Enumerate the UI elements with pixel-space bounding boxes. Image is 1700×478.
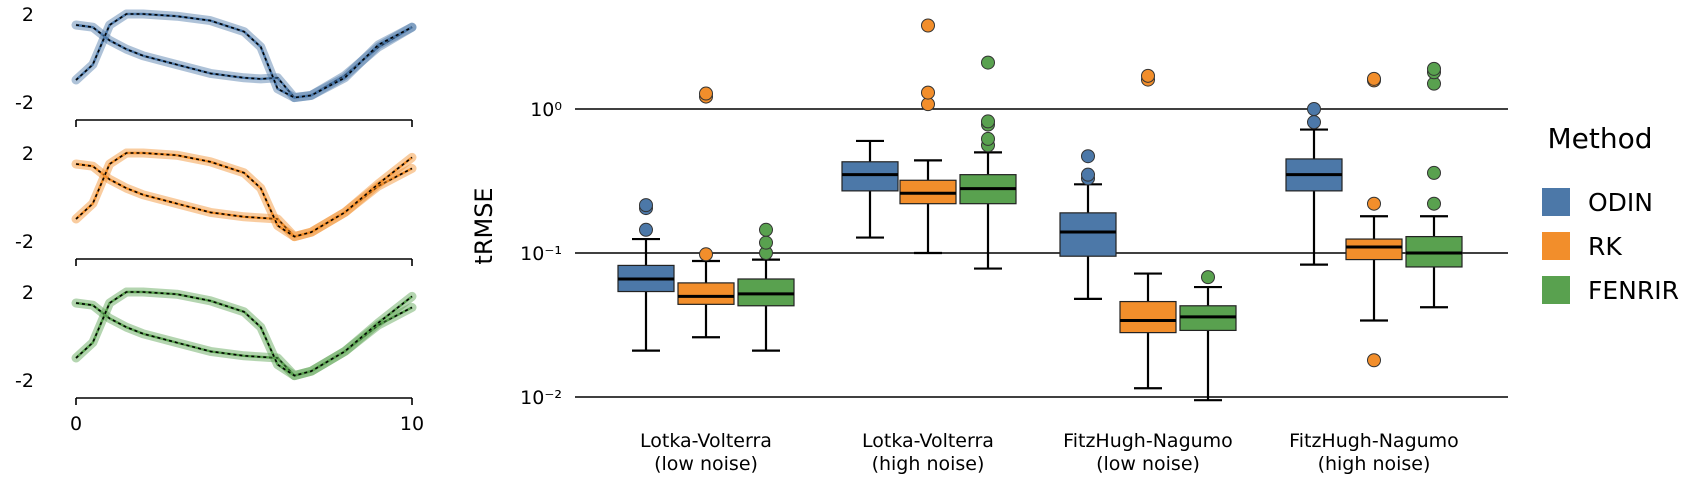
- series-0-reference-dashed: [75, 24, 413, 99]
- box-odin-0: [617, 198, 675, 352]
- category-label: FitzHugh-Nagumo: [1289, 430, 1459, 452]
- x-tick-label: 0: [70, 413, 82, 435]
- y-axis-label: tRMSE: [470, 187, 498, 264]
- outlier-point: [921, 18, 935, 33]
- box-odin-1: [841, 139, 899, 239]
- outlier-point: [699, 247, 713, 262]
- category-label: Lotka-Volterra: [862, 430, 994, 452]
- series-1-band: [71, 287, 417, 381]
- outlier-point: [921, 97, 935, 112]
- category-label: Lotka-Volterra: [640, 430, 772, 452]
- outlier-point: [1427, 61, 1441, 76]
- category-label: (low noise): [654, 453, 758, 475]
- y-tick-label: -2: [15, 92, 34, 114]
- box-fenrir-0: [737, 222, 795, 352]
- box-fenrir-3: [1405, 61, 1463, 309]
- box-iqr: [677, 282, 735, 305]
- box-iqr: [1345, 238, 1403, 261]
- outlier-point: [1307, 115, 1321, 130]
- y-tick-label: -2: [15, 370, 34, 392]
- category-label: (high noise): [872, 453, 985, 475]
- box-odin-3: [1285, 102, 1343, 266]
- box-fenrir-2: [1179, 270, 1237, 402]
- outlier-point: [1081, 149, 1095, 164]
- box-fenrir-1: [959, 55, 1017, 270]
- y-tick-label: 2: [22, 282, 34, 304]
- outlier-point: [981, 114, 995, 129]
- box-iqr: [1119, 300, 1177, 334]
- series-0-reference-dashed: [75, 163, 413, 238]
- legend-swatch-fenrir: [1542, 276, 1570, 304]
- outlier-point: [639, 198, 653, 213]
- series-1-reference-dashed: [75, 152, 413, 238]
- legend-label: RK: [1588, 232, 1622, 261]
- line-panel-middle: [71, 148, 417, 242]
- y-tick-label: 2: [22, 4, 34, 26]
- outlier-point: [1201, 270, 1215, 285]
- outlier-point: [1367, 353, 1381, 368]
- box-rk-3: [1345, 71, 1403, 368]
- box-iqr: [841, 161, 899, 192]
- outlier-point: [1367, 71, 1381, 86]
- x-tick-label: 10: [400, 413, 424, 435]
- outlier-point: [1427, 196, 1441, 211]
- series-1-band: [71, 148, 417, 242]
- series-1-band: [71, 9, 417, 103]
- box-rk-2: [1119, 68, 1177, 390]
- y-tick-label: 2: [22, 143, 34, 165]
- y-tick-label: 10⁰: [530, 99, 562, 121]
- outlier-point: [639, 222, 653, 237]
- category-label: (low noise): [1096, 453, 1200, 475]
- box-iqr: [737, 278, 795, 307]
- outlier-point: [1367, 196, 1381, 211]
- box-odin-2: [1059, 149, 1117, 301]
- y-tick-label: -2: [15, 231, 34, 253]
- y-tick-label: 10⁻²: [520, 387, 562, 409]
- outlier-point: [1141, 68, 1155, 83]
- series-0-reference-dashed: [75, 302, 413, 377]
- series-1-reference-dashed: [75, 13, 413, 99]
- legend-label: FENRIR: [1588, 276, 1679, 305]
- outlier-point: [921, 85, 935, 100]
- box-iqr: [1059, 212, 1117, 257]
- category-label: (high noise): [1318, 453, 1431, 475]
- legend-label: ODIN: [1588, 188, 1653, 217]
- box-rk-0: [677, 86, 735, 339]
- box-rk-1: [899, 18, 957, 255]
- line-panel-top: [71, 9, 417, 103]
- outlier-point: [981, 131, 995, 146]
- outlier-point: [759, 222, 773, 237]
- outlier-point: [699, 86, 713, 101]
- line-panel-bottom: [71, 287, 417, 381]
- outlier-point: [1307, 102, 1321, 116]
- legend-swatch-rk: [1542, 232, 1570, 260]
- outlier-point: [981, 55, 995, 70]
- legend-swatch-odin: [1542, 188, 1570, 216]
- outlier-point: [1081, 167, 1095, 182]
- legend-title: Method: [1547, 122, 1652, 155]
- series-1-reference-dashed: [75, 291, 413, 377]
- outlier-point: [759, 235, 773, 250]
- category-label: FitzHugh-Nagumo: [1063, 430, 1233, 452]
- outlier-point: [1427, 165, 1441, 180]
- y-tick-label: 10⁻¹: [520, 243, 562, 265]
